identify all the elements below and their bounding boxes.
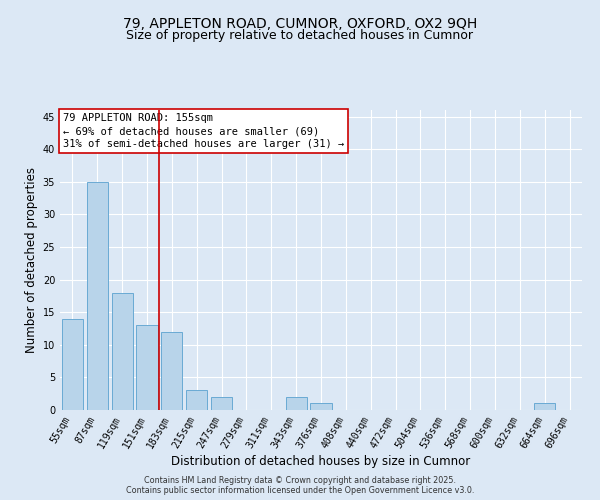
X-axis label: Distribution of detached houses by size in Cumnor: Distribution of detached houses by size …	[172, 454, 470, 468]
Bar	[87, 182, 108, 410]
Y-axis label: Number of detached properties: Number of detached properties	[25, 167, 38, 353]
Text: 79 APPLETON ROAD: 155sqm
← 69% of detached houses are smaller (69)
31% of semi-d: 79 APPLETON ROAD: 155sqm ← 69% of detach…	[62, 113, 344, 150]
Bar	[534, 404, 555, 410]
Bar	[310, 404, 332, 410]
Bar	[161, 332, 182, 410]
Text: Contains HM Land Registry data © Crown copyright and database right 2025.: Contains HM Land Registry data © Crown c…	[144, 476, 456, 485]
Text: Contains public sector information licensed under the Open Government Licence v3: Contains public sector information licen…	[126, 486, 474, 495]
Bar	[112, 292, 133, 410]
Text: 79, APPLETON ROAD, CUMNOR, OXFORD, OX2 9QH: 79, APPLETON ROAD, CUMNOR, OXFORD, OX2 9…	[123, 18, 477, 32]
Bar	[62, 318, 83, 410]
Text: Size of property relative to detached houses in Cumnor: Size of property relative to detached ho…	[127, 29, 473, 42]
Bar	[186, 390, 207, 410]
Bar	[211, 397, 232, 410]
Bar	[286, 397, 307, 410]
Bar	[136, 325, 158, 410]
